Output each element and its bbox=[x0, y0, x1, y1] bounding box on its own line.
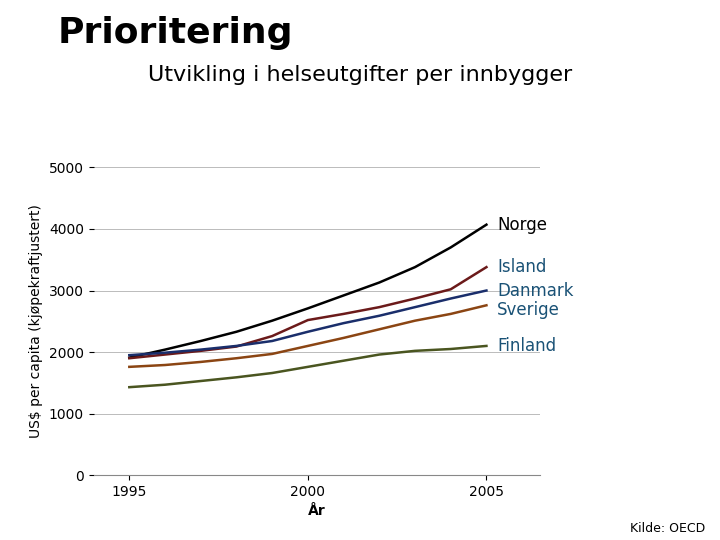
Y-axis label: US$ per capita (kjøpekraftjustert): US$ per capita (kjøpekraftjustert) bbox=[30, 204, 43, 438]
Text: Finland: Finland bbox=[497, 337, 557, 355]
Text: Utvikling i helseutgifter per innbygger: Utvikling i helseutgifter per innbygger bbox=[148, 65, 572, 85]
Text: Norge: Norge bbox=[497, 215, 547, 234]
Text: Kilde: OECD: Kilde: OECD bbox=[630, 522, 706, 535]
Text: Prioritering: Prioritering bbox=[58, 16, 293, 50]
Text: Danmark: Danmark bbox=[497, 281, 574, 300]
X-axis label: År: År bbox=[308, 504, 325, 518]
Text: Island: Island bbox=[497, 258, 546, 276]
Text: Sverige: Sverige bbox=[497, 301, 560, 319]
